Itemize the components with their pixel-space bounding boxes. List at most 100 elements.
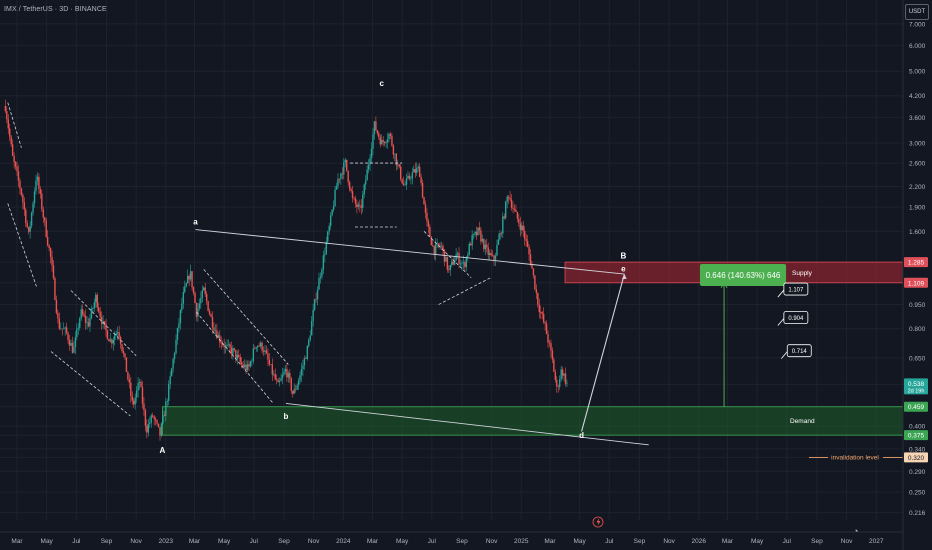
target-pointer (780, 351, 788, 359)
dashed-channel-line (70, 290, 137, 357)
time-tick-label: Sep (278, 538, 290, 545)
candle-body (11, 144, 14, 156)
candle-body (166, 400, 168, 402)
candle-body (10, 136, 12, 145)
candle-body (73, 347, 75, 353)
candle-body (194, 292, 196, 304)
candle-body (401, 178, 403, 184)
candle-body (325, 241, 327, 254)
candle-body (478, 227, 481, 231)
candle-body (542, 313, 545, 323)
candle-body (464, 262, 466, 268)
candle-body (55, 299, 58, 313)
candle-body (242, 364, 244, 367)
price-tick-label: 0.950 (909, 302, 926, 309)
candle-body (112, 339, 115, 344)
candle-body (335, 186, 338, 190)
candle-body (252, 348, 255, 361)
candle-body (516, 212, 519, 219)
candle-body (548, 342, 551, 344)
candle-body (334, 189, 336, 207)
candle-body (316, 289, 319, 300)
drawings-layer (7, 102, 728, 446)
candle-body (46, 236, 49, 246)
candle-body (36, 176, 39, 181)
candle-body (398, 164, 400, 167)
price-tick-label: 1.900 (909, 205, 926, 212)
candle-body (461, 263, 463, 264)
candle-body (122, 351, 125, 354)
candle-body (98, 307, 100, 312)
candle-body (439, 245, 441, 247)
candle-body (74, 337, 77, 348)
candle-body (45, 220, 47, 237)
candle-body (214, 330, 217, 332)
tradingview-logo-icon[interactable]: ◔ (853, 526, 859, 536)
candle-body (103, 321, 106, 324)
candle-body (204, 287, 206, 294)
candle-body (131, 395, 133, 401)
candle-body (445, 257, 447, 262)
symbol-title[interactable]: IMX / TetherUS · 3D · BINANCE (4, 6, 107, 13)
candle-body (127, 371, 129, 380)
candle-body (38, 176, 40, 189)
candle-body (300, 369, 303, 376)
candle-body (518, 218, 520, 224)
dashed-channel-line (50, 351, 131, 417)
candle-body (370, 148, 373, 158)
candle-body (79, 318, 81, 328)
candle-body (41, 193, 43, 210)
invalidation-label: invalidation level (831, 455, 879, 462)
candle-body (175, 339, 177, 354)
price-tick-label: 3.600 (909, 115, 926, 122)
time-tick-label: Jul (783, 538, 792, 545)
candle-body (408, 175, 411, 179)
candle-body (402, 183, 405, 185)
price-tick-label: 5.000 (909, 69, 926, 76)
candle-body (81, 309, 84, 315)
candle-body (496, 244, 498, 256)
candle-body (239, 356, 241, 363)
candle-body (327, 231, 329, 242)
candle-body (421, 182, 424, 198)
candle-body (25, 209, 27, 224)
candle-body (99, 311, 101, 317)
dashed-channel-line (423, 231, 472, 278)
candle-body (442, 245, 444, 250)
candle-body (135, 390, 138, 398)
candle-body (322, 255, 325, 270)
candle-body (470, 243, 472, 246)
supply-zone-label: Supply (792, 270, 813, 277)
price-axis[interactable]: 7.000 6.000 5.000 4.200 3.600 3.000 2.600 2.200… (902, 0, 928, 550)
candle-body (192, 287, 195, 293)
currency-selector[interactable]: USDT (905, 4, 929, 20)
candle-body (261, 342, 263, 351)
wave-label: A (160, 446, 166, 455)
candle-body (6, 111, 8, 120)
candle-body (235, 349, 237, 359)
candle-body (372, 134, 374, 149)
candle-body (268, 359, 271, 365)
candle-body (319, 276, 322, 279)
candle-body (245, 364, 247, 371)
candle-body (259, 342, 262, 347)
candle-body (264, 350, 266, 352)
candle-body (128, 379, 131, 383)
candle-body (521, 225, 523, 230)
price-tick-label: 0.250 (909, 490, 926, 497)
time-axis[interactable]: Mar May Jul Sep Nov 2023 Mar May Jul Sep Nov 2024 Ma… (0, 531, 903, 545)
candle-body (274, 373, 276, 380)
supply-low-badge: 1.109 (908, 280, 925, 287)
candle-body (17, 171, 20, 181)
price-tick-label: 0.340 (909, 446, 926, 453)
candle-body (246, 364, 249, 371)
candle-body (90, 308, 93, 319)
candle-body (130, 382, 132, 396)
candle-body (52, 265, 55, 279)
candle-body (111, 339, 113, 344)
candle-body (328, 225, 330, 232)
candle-body (483, 238, 485, 250)
candle-body (538, 304, 540, 313)
time-tick-label: Nov (486, 538, 498, 545)
